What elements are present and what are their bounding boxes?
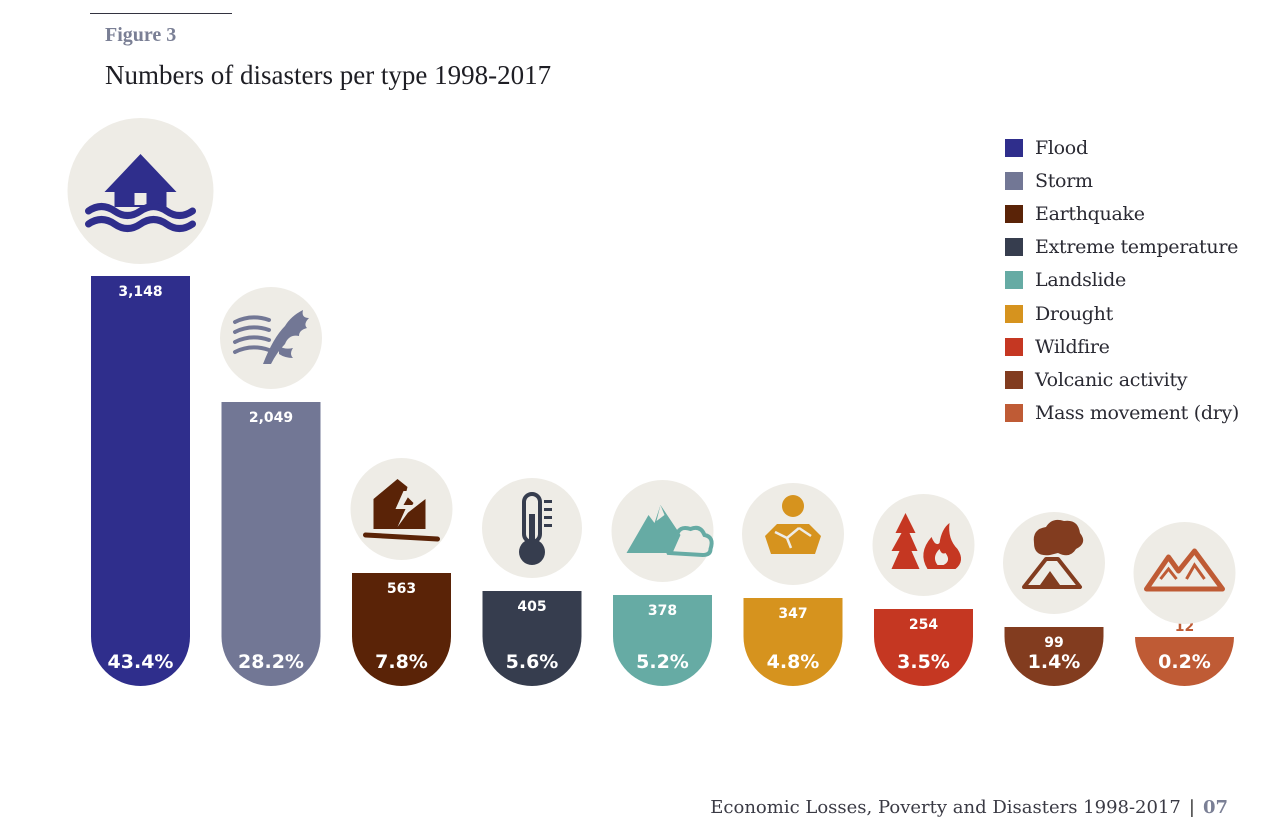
page-number: 07 [1202,797,1228,818]
legend-label: Flood [1035,136,1088,159]
legend-swatch [1005,204,1023,223]
legend-label: Extreme temperature [1035,236,1239,259]
bar-group-landslide: 378 5.2% [611,480,714,686]
percent-label-earthquake: 7.8% [375,651,428,673]
value-label-wildfire: 254 [909,617,938,633]
legend-swatch [1005,238,1023,257]
legend-swatch [1005,138,1023,157]
legend-label: Landslide [1035,269,1126,292]
legend-label: Wildfire [1035,335,1110,358]
legend-swatch [1005,271,1023,290]
legend-swatch [1005,171,1023,190]
bar-group-extreme-temperature: 405 5.6% [482,478,582,686]
percent-label-wildfire: 3.5% [897,651,950,673]
legend-label: Drought [1035,302,1113,325]
bar-group-drought: 347 4.8% [742,483,844,686]
icon-circle-mass-movement-dry [1133,522,1236,624]
percent-label-flood: 43.4% [108,651,174,673]
footer-separator: | [1188,797,1195,818]
bar-drought [743,598,843,686]
legend-item-mass-movement-dry: Mass movement (dry) [1005,397,1239,430]
value-label-volcanic-activity: 99 [1044,635,1063,651]
bar-group-storm: 2,049 28.2% [220,287,322,686]
percent-label-drought: 4.8% [767,651,820,673]
legend-item-flood: Flood [1005,131,1239,164]
value-label-storm: 2,049 [249,410,293,426]
bar-flood [91,276,190,686]
legend-item-storm: Storm [1005,164,1239,197]
percent-label-extreme-temperature: 5.6% [506,651,559,673]
header-rule [90,13,232,14]
percent-label-volcanic-activity: 1.4% [1028,651,1081,673]
legend-item-earthquake: Earthquake [1005,197,1239,230]
chart-title: Numbers of disasters per type 1998-2017 [105,60,552,90]
legend-item-extreme-temperature: Extreme temperature [1005,231,1239,264]
flood-icon [85,154,196,232]
icon-circle-wildfire [872,494,975,596]
value-label-extreme-temperature: 405 [517,599,546,615]
footer-text: Economic Losses, Poverty and Disasters 1… [710,797,1181,818]
percent-label-mass-movement-dry: 0.2% [1158,651,1211,673]
value-label-flood: 3,148 [118,284,162,300]
legend-swatch [1005,370,1023,389]
legend-item-wildfire: Wildfire [1005,330,1239,363]
legend-item-landslide: Landslide [1005,264,1239,297]
legend-label: Mass movement (dry) [1035,402,1240,425]
bar-mass-movement-dry [1135,636,1234,686]
bar-group-wildfire: 254 3.5% [872,494,975,686]
bar-landslide [613,595,712,686]
thermometer-icon [519,492,552,565]
landslide-icon [626,505,714,558]
storm-icon [233,310,309,364]
bar-wildfire [874,609,973,686]
legend-item-drought: Drought [1005,297,1239,330]
legend-label: Storm [1035,169,1093,192]
percent-label-landslide: 5.2% [636,651,689,673]
bar-earthquake [352,573,451,686]
value-label-earthquake: 563 [387,581,416,597]
footer: Economic Losses, Poverty and Disasters 1… [710,797,1228,818]
drought-icon [765,495,821,554]
legend-swatch [1005,337,1023,356]
figure-label: Figure 3 [105,24,177,46]
legend-label: Earthquake [1035,202,1145,225]
earthquake-icon [363,479,440,542]
volcano-icon [1022,519,1084,589]
bar-storm [221,402,321,686]
legend-swatch [1005,404,1023,423]
bar-group-earthquake: 563 7.8% [350,458,453,686]
mountain-icon [1144,548,1225,592]
legend-swatch [1005,304,1023,323]
value-label-landslide: 378 [648,603,677,619]
bar-group-volcanic-activity: 991.4% [1003,512,1105,686]
legend-label: Volcanic activity [1035,368,1188,391]
legend: Flood Storm Earthquake Extreme temperature L… [1005,131,1239,430]
bar-group-mass-movement-dry: 120.2% [1133,522,1236,686]
icon-circle-storm [220,287,322,389]
bar-volcanic-activity [1004,627,1104,686]
percent-label-storm: 28.2% [238,651,304,673]
bar-extreme-temperature [482,591,582,686]
wildfire-icon [891,513,962,569]
bar-group-flood: 3,148 43.4% [67,118,214,686]
value-label-drought: 347 [778,606,807,622]
legend-item-volcanic-activity: Volcanic activity [1005,363,1239,396]
